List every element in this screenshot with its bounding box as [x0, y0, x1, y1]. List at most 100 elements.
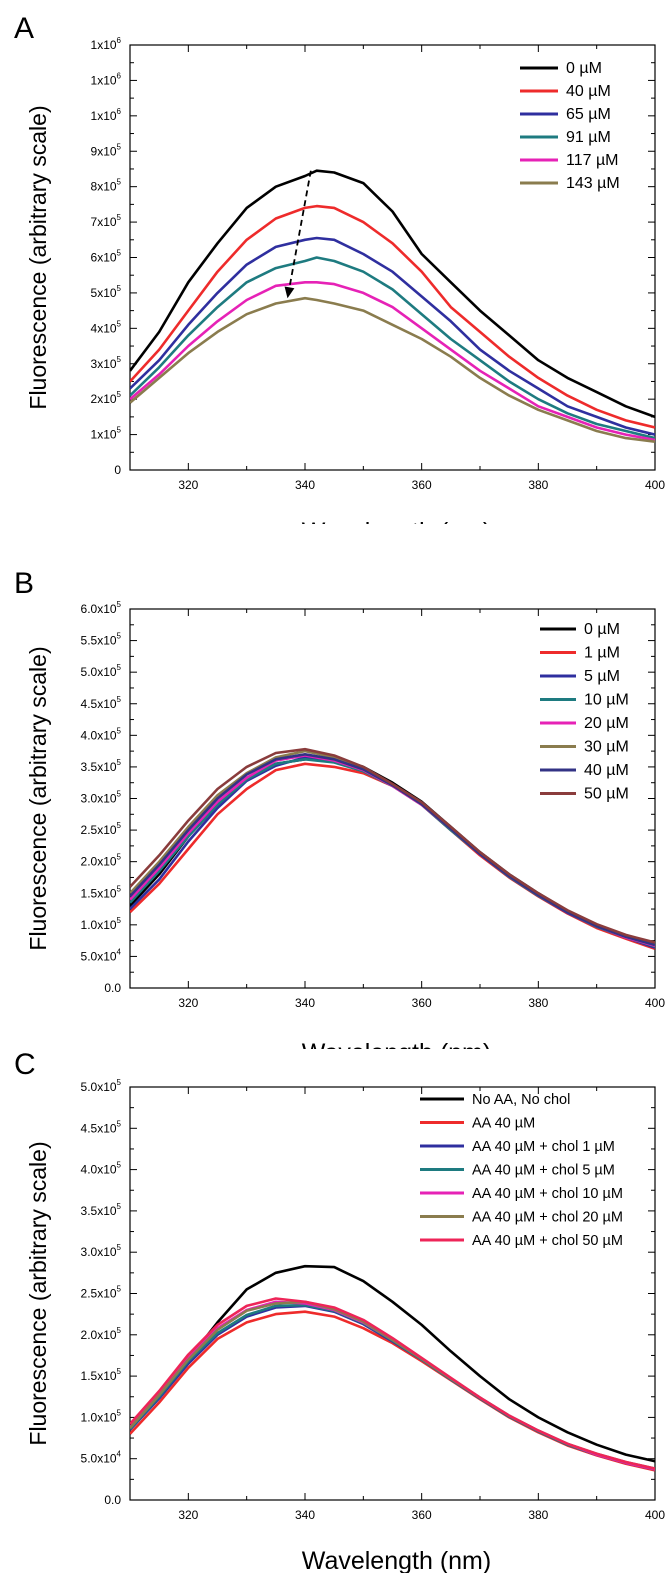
y-tick-label: 1.0x105	[81, 1408, 122, 1424]
chart-c: C 320 340 360 380 400 0.0 5.0x104 1.0x105 1.5x105…	[14, 1049, 665, 1573]
panel-b: B 320 340 360 380 400 0.0 5.0x104 1.0x105 1.5x105…	[0, 525, 669, 1049]
y-tick-label: 5.0x105	[81, 663, 122, 679]
panel-c: C 320 340 360 380 400 0.0 5.0x104 1.0x105 1.5x105…	[0, 1049, 669, 1573]
y-tick-label: 5.0x104	[81, 947, 122, 963]
x-tick-label: 360	[412, 996, 432, 1010]
x-tick-label: 400	[645, 1508, 665, 1522]
legend-label: 10 µM	[584, 692, 629, 709]
y-tick-label: 6.0x105	[81, 600, 122, 616]
y-tick-label: 3.5x105	[81, 1202, 122, 1218]
x-tick-label: 340	[295, 478, 315, 492]
series-line	[130, 1304, 655, 1471]
y-tick-label: 1x106	[91, 71, 122, 87]
y-tick-label: 4.0x105	[81, 726, 122, 742]
x-axis-label: Wavelength (nm)	[302, 518, 491, 524]
y-tick-label: 1x106	[91, 36, 122, 52]
y-tick-label: 5.0x105	[81, 1078, 122, 1094]
y-tick-label: 2.5x105	[81, 1285, 122, 1301]
legend-label: 5 µM	[584, 668, 620, 685]
y-tick-label: 5x105	[91, 284, 122, 300]
legend-label: AA 40 µM + chol 20 µM	[472, 1210, 623, 1226]
legend-label: 65 µM	[566, 106, 611, 123]
legend-label: 40 µM	[566, 83, 611, 100]
legend-label: 0 µM	[584, 621, 620, 638]
y-tick-label: 4.5x105	[81, 1119, 122, 1135]
chart-a: A 320 340 360 380 400 0 1x105 2x105 3x105 4x105 5x1…	[14, 12, 665, 524]
y-tick-label: 0.0	[104, 981, 121, 995]
x-tick-label: 380	[528, 478, 548, 492]
y-tick-label: 3x105	[91, 355, 122, 371]
legend-label: 40 µM	[584, 762, 629, 779]
series-line	[130, 280, 655, 442]
x-tick-label: 320	[178, 1508, 198, 1522]
series-line	[130, 762, 655, 951]
y-tick-label: 3.0x105	[81, 790, 122, 806]
legend-label: 1 µM	[584, 645, 620, 662]
legend-label: AA 40 µM	[472, 1116, 535, 1132]
y-tick-label: 4.0x105	[81, 1161, 122, 1177]
panel-letter: A	[14, 12, 34, 45]
y-tick-label: 8x105	[91, 178, 122, 194]
x-tick-label: 380	[528, 1508, 548, 1522]
series-line	[130, 747, 655, 944]
y-axis-label: Fluorescence (arbitrary scale)	[25, 105, 51, 409]
x-tick-label: 320	[178, 996, 198, 1010]
legend-label: 0 µM	[566, 60, 602, 77]
y-tick-label: 1.0x105	[81, 916, 122, 932]
y-tick-label: 4x105	[91, 319, 122, 335]
legend-label: AA 40 µM + chol 10 µM	[472, 1186, 623, 1202]
legend-label: 143 µM	[566, 175, 620, 192]
panel-letter: C	[14, 1049, 36, 1081]
series-line	[130, 296, 655, 443]
y-tick-label: 2.0x105	[81, 853, 122, 869]
series-line	[130, 236, 655, 436]
trend-arrow	[286, 170, 312, 299]
y-axis-label: Fluorescence (arbitrary scale)	[25, 1141, 51, 1445]
y-tick-label: 0.0	[104, 1493, 121, 1507]
x-tick-label: 360	[412, 1508, 432, 1522]
series-line	[130, 1303, 655, 1471]
y-tick-label: 2.0x105	[81, 1326, 122, 1342]
panel-a: A 320 340 360 380 400 0 1x105 2x105 3x105 4x105 5x1…	[0, 0, 669, 524]
y-tick-label: 1x105	[91, 426, 122, 442]
legend-label: 117 µM	[566, 152, 619, 169]
y-tick-label: 9x105	[91, 142, 122, 158]
legend-label: AA 40 µM + chol 1 µM	[472, 1139, 615, 1155]
legend-label: 91 µM	[566, 129, 611, 146]
x-tick-label: 340	[295, 996, 315, 1010]
legend-label: 20 µM	[584, 715, 629, 732]
legend-label: 30 µM	[584, 739, 629, 756]
x-axis-label: Wavelength (nm)	[302, 1039, 491, 1049]
x-tick-label: 400	[645, 996, 665, 1010]
series-line	[130, 1297, 655, 1470]
y-tick-label: 1.5x105	[81, 1367, 122, 1383]
y-tick-label: 5.5x105	[81, 632, 122, 648]
y-tick-label: 3.0x105	[81, 1243, 122, 1259]
y-tick-label: 1.5x105	[81, 884, 122, 900]
legend-label: No AA, No chol	[472, 1092, 570, 1108]
legend-label: AA 40 µM + chol 50 µM	[472, 1233, 623, 1249]
trend-arrow-head	[284, 286, 295, 299]
x-tick-label: 360	[412, 478, 432, 492]
x-tick-label: 380	[528, 996, 548, 1010]
y-axis-label: Fluorescence (arbitrary scale)	[25, 646, 51, 950]
y-tick-label: 5.0x104	[81, 1450, 122, 1466]
y-tick-label: 6x105	[91, 249, 122, 265]
panel-letter: B	[14, 567, 34, 600]
series-line	[130, 204, 655, 429]
legend-label: AA 40 µM + chol 5 µM	[472, 1163, 615, 1179]
series-line	[130, 169, 655, 419]
series-line	[130, 1300, 655, 1471]
series-line	[130, 256, 655, 440]
y-tick-label: 0	[114, 463, 121, 477]
series-line	[130, 1300, 655, 1470]
x-tick-label: 320	[178, 478, 198, 492]
x-axis-label: Wavelength (nm)	[302, 1547, 491, 1573]
x-tick-label: 340	[295, 1508, 315, 1522]
y-tick-label: 2x105	[91, 390, 122, 406]
y-tick-label: 3.5x105	[81, 758, 122, 774]
chart-b: B 320 340 360 380 400 0.0 5.0x104 1.0x105 1.5x105…	[14, 567, 665, 1049]
x-tick-label: 400	[645, 478, 665, 492]
y-tick-label: 7x105	[91, 213, 122, 229]
y-tick-label: 1x106	[91, 107, 122, 123]
